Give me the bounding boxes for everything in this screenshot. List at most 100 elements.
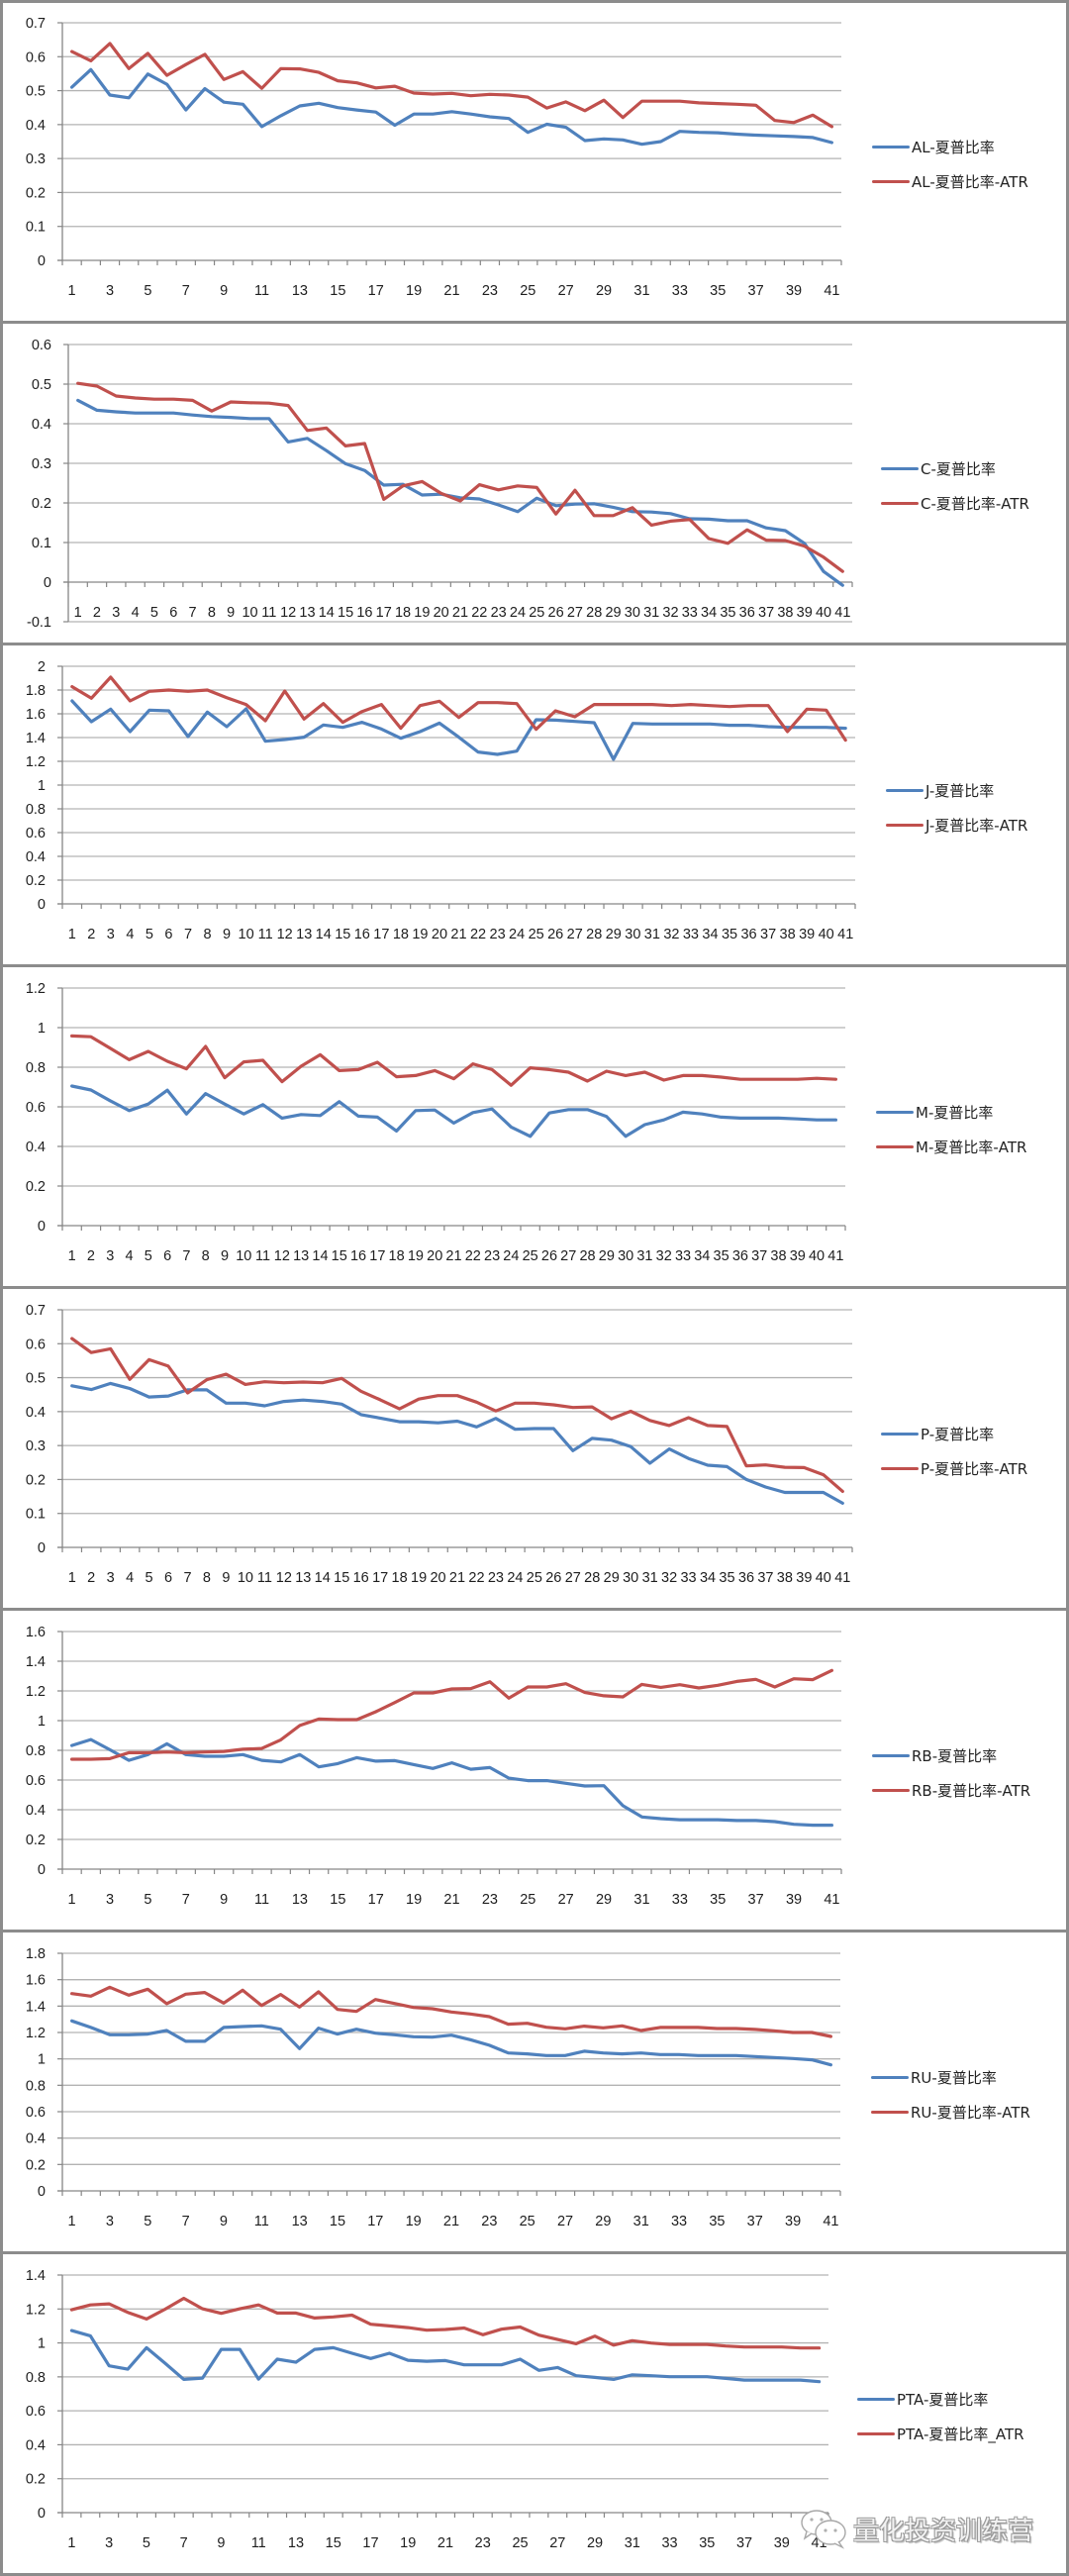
series-line-sharpe-atr: [69, 1668, 834, 1761]
y-tick-label: 1.6: [26, 707, 46, 723]
x-tick-label: 23: [482, 283, 498, 299]
legend-item-sharpe: RU-夏普比率: [871, 2060, 1030, 2095]
x-tick-label: 26: [547, 927, 563, 942]
x-tick-label: 25: [529, 605, 544, 621]
x-tick-label: 16: [356, 605, 372, 621]
x-tick-label: 10: [239, 927, 254, 942]
x-tick-label: 28: [584, 1570, 600, 1586]
legend-item-sharpe-atr: AL-夏普比率-ATR: [872, 164, 1028, 199]
x-tick-label: 15: [326, 2535, 341, 2551]
x-tick-label: 27: [567, 605, 583, 621]
x-tick-label: 6: [164, 1570, 172, 1586]
y-tick-label: 0: [38, 2184, 46, 2200]
x-tick-label: 11: [254, 1892, 269, 1908]
x-tick-label: 25: [520, 283, 535, 299]
x-tick-label: 31: [643, 605, 659, 621]
x-tick-label: 20: [427, 1248, 442, 1264]
x-tick-label: 7: [182, 1892, 190, 1908]
x-tick-label: 30: [625, 927, 640, 942]
legend-item-sharpe-atr: P-夏普比率-ATR: [881, 1451, 1027, 1486]
x-tick-label: 1: [67, 2535, 75, 2551]
chart-panel-c: -0.1 0 0.1 0.2 0.3 0.4 0.5 0.6 1 2 3 4 5 6 7 8 9 10 11 12 13…: [0, 321, 1069, 644]
x-tick-label: 29: [595, 2214, 611, 2229]
x-tick-label: 34: [694, 1248, 710, 1264]
y-tick-label: 1.6: [26, 1625, 46, 1640]
y-tick-label: 0.2: [26, 873, 46, 889]
x-tick-label: 38: [777, 1570, 793, 1586]
series-line-sharpe-atr: [70, 675, 847, 743]
y-tick-label: 1: [38, 1021, 46, 1037]
chart-legend: PTA-夏普比率 PTA-夏普比率_ATR: [857, 2382, 1024, 2451]
y-tick-label: 0: [38, 897, 46, 913]
y-tick-label: 0.4: [26, 1803, 46, 1819]
x-tick-label: 2: [87, 927, 95, 942]
x-tick-label: 3: [106, 283, 114, 299]
y-tick-label: 0.2: [26, 1472, 46, 1488]
x-tick-label: 27: [567, 927, 583, 942]
series-line-sharpe: [69, 2328, 822, 2384]
x-tick-label: 21: [445, 1248, 461, 1264]
x-tick-label: 39: [797, 605, 813, 621]
x-tick-label: 31: [642, 1570, 658, 1586]
series-line-sharpe: [69, 1737, 834, 1828]
y-tick-label: 1.2: [26, 2302, 46, 2318]
chart-panel-j: 0 0.2 0.4 0.6 0.8 1 1.2 1.4 1.6 1.8 2 1 2 3 4 5 6 7 8 9 10 11…: [0, 643, 1069, 965]
x-tick-label: 17: [368, 1892, 384, 1908]
legend-item-sharpe-atr: J-夏普比率-ATR: [886, 808, 1027, 842]
legend-line-red-icon: [857, 2432, 895, 2435]
x-tick-label: 19: [406, 1892, 422, 1908]
x-tick-label: 35: [722, 927, 737, 942]
series-line-sharpe: [69, 1084, 838, 1139]
x-tick-label: 25: [523, 1248, 538, 1264]
legend-line-red-icon: [876, 1145, 914, 1148]
x-tick-label: 11: [254, 2214, 269, 2229]
y-tick-label: 1: [38, 2052, 46, 2068]
y-tick-label: 1.4: [26, 731, 46, 746]
y-tick-label: 0.4: [26, 1405, 46, 1421]
panel-separator: [0, 2251, 1069, 2254]
x-tick-label: 15: [334, 1570, 349, 1586]
x-tick-label: 41: [823, 2214, 838, 2229]
legend-label: AL-夏普比率-ATR: [912, 173, 1028, 191]
x-tick-label: 37: [751, 1248, 767, 1264]
x-tick-label: 33: [672, 283, 688, 299]
legend-line-blue-icon: [886, 789, 923, 792]
x-tick-label: 28: [579, 1248, 595, 1264]
legend-line-blue-icon: [881, 467, 919, 470]
legend-label: RB-夏普比率: [912, 1747, 998, 1765]
x-tick-label: 15: [338, 605, 353, 621]
x-tick-label: 35: [714, 1248, 729, 1264]
x-tick-label: 15: [335, 927, 350, 942]
x-tick-label: 41: [834, 605, 850, 621]
legend-label: AL-夏普比率: [912, 139, 995, 156]
x-tick-label: 7: [182, 2214, 190, 2229]
x-tick-label: 4: [132, 605, 140, 621]
y-tick-label: 0.6: [32, 338, 51, 353]
line-chart-c: -0.100.10.20.30.40.50.61 2 3 4 5 6 7 8 9 10 11 12 13…: [27, 338, 853, 631]
y-tick-label: 0.8: [26, 2370, 46, 2386]
y-tick-label: 0: [38, 1862, 46, 1878]
x-tick-label: 7: [180, 2535, 188, 2551]
x-tick-label: 16: [354, 927, 370, 942]
x-tick-label: 15: [332, 1248, 347, 1264]
x-tick-label: 17: [372, 1570, 388, 1586]
legend-label: P-夏普比率: [921, 1426, 995, 1443]
x-tick-label: 35: [699, 2535, 715, 2551]
x-tick-label: 33: [661, 2535, 677, 2551]
x-tick-label: 27: [565, 1570, 581, 1586]
legend-label: J-夏普比率-ATR: [925, 817, 1028, 835]
chart-legend: RU-夏普比率 RU-夏普比率-ATR: [871, 2060, 1030, 2130]
x-tick-label: 35: [719, 1570, 734, 1586]
x-tick-label: 23: [491, 605, 507, 621]
x-tick-label: 36: [739, 605, 755, 621]
x-tick-label: 15: [330, 1892, 345, 1908]
x-tick-label: 17: [362, 2535, 378, 2551]
x-tick-label: 3: [105, 2535, 113, 2551]
x-tick-label: 9: [223, 927, 231, 942]
x-tick-label: 39: [786, 1892, 802, 1908]
x-tick-label: 19: [412, 927, 428, 942]
wechat-icon: [801, 2510, 846, 2549]
x-tick-label: 13: [288, 2535, 304, 2551]
x-tick-label: 8: [203, 927, 211, 942]
y-tick-label: 0.8: [26, 802, 46, 818]
